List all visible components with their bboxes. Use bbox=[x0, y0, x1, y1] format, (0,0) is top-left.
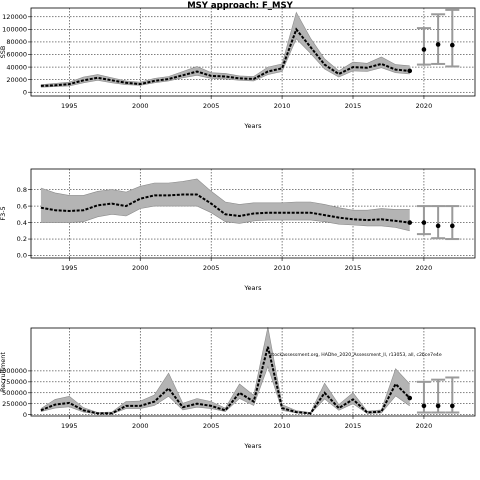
chart-2-last-estimate-point bbox=[407, 395, 413, 401]
chart-1-xtick-label-0: 1995 bbox=[61, 264, 78, 272]
chart-1-xtick-label-4: 2015 bbox=[345, 264, 362, 272]
chart-1-confidence-band bbox=[40, 178, 410, 231]
chart-0-frame bbox=[30, 7, 476, 97]
chart-0-ytick-label-3: 60000 bbox=[6, 51, 27, 59]
chart-0-ytick-label-1: 20000 bbox=[6, 76, 27, 84]
chart-2-xtick-label-0: 1995 bbox=[61, 422, 78, 430]
chart-1-xtick-label-1: 2000 bbox=[132, 264, 149, 272]
chart-1-lower-line bbox=[40, 205, 410, 232]
chart-0-ytick-label-6: 120000 bbox=[2, 13, 27, 21]
chart-0-xtick-label-5: 2020 bbox=[416, 102, 433, 110]
chart-2-annotation: stockassessment.org, HADhe_2020_Assessme… bbox=[270, 352, 442, 358]
chart-2-proj-point-2 bbox=[450, 403, 455, 409]
chart-0-last-estimate-point bbox=[407, 68, 413, 74]
chart-2-xtick-label-1: 2000 bbox=[132, 422, 149, 430]
chart-2-ytick-label-1: 250000 bbox=[2, 400, 27, 408]
ssb-panel: 1995 2000 2005 2010 2015 2020 0 20000 40000 60000… bbox=[0, 7, 476, 130]
chart-1-xtick-label-2: 2005 bbox=[203, 264, 220, 272]
figure-title: MSY approach: F_MSY bbox=[187, 1, 293, 11]
chart-0-ytick-label-0: 0 bbox=[23, 88, 27, 96]
chart-1-frame bbox=[30, 168, 476, 259]
chart-1-proj-point-1 bbox=[435, 223, 441, 229]
chart-2-proj-point-1 bbox=[435, 403, 441, 409]
chart-2-lower-line bbox=[40, 365, 410, 415]
chart-1-xtick-label-5: 2020 bbox=[416, 264, 433, 272]
chart-1-ylabel: F3-5 bbox=[0, 206, 7, 220]
recruitment-panel: 1995 2000 2005 2010 2015 2020 0 250000 500000 750… bbox=[0, 327, 476, 450]
chart-0-proj-point-2 bbox=[450, 42, 455, 48]
chart-2-proj-point-0 bbox=[421, 403, 427, 409]
chart-2-xlabel: Years bbox=[243, 442, 262, 450]
chart-0-lower-line bbox=[40, 38, 410, 88]
chart-1-ytick-label-4: 0.8 bbox=[17, 186, 27, 194]
chart-0-ytick-label-4: 80000 bbox=[6, 38, 27, 46]
chart-1-upper-line bbox=[40, 178, 410, 211]
chart-2-upper-line bbox=[40, 327, 410, 413]
chart-2-xtick-label-3: 2010 bbox=[274, 422, 291, 430]
chart-1-ytick-label-1: 0.2 bbox=[17, 235, 27, 243]
chart-0-xtick-label-1: 2000 bbox=[132, 102, 149, 110]
chart-2-xtick-label-2: 2005 bbox=[203, 422, 220, 430]
chart-2-confidence-band bbox=[40, 327, 410, 414]
chart-0-ylabel: SSB bbox=[0, 46, 7, 59]
chart-2-ylabel: Recruitment bbox=[0, 352, 7, 392]
chart-1-median-line bbox=[40, 193, 410, 224]
chart-0-ytick-label-2: 40000 bbox=[6, 63, 27, 71]
chart-1-ytick-label-2: 0.4 bbox=[17, 219, 27, 227]
fishing-mortality-panel: 1995 2000 2005 2010 2015 2020 0.0 0.2 0.4 0.6 0.8 Y… bbox=[0, 168, 476, 292]
chart-2-median-line bbox=[40, 346, 411, 415]
chart-2-xtick-label-4: 2015 bbox=[345, 422, 362, 430]
chart-2-ytick-label-4: 1000000 bbox=[0, 367, 27, 375]
chart-1-proj-point-2 bbox=[450, 223, 455, 229]
chart-0-ytick-label-5: 100000 bbox=[2, 26, 27, 34]
chart-0-proj-point-0 bbox=[421, 47, 427, 52]
chart-1-ytick-label-3: 0.6 bbox=[17, 202, 27, 210]
chart-1-xtick-label-3: 2010 bbox=[274, 264, 291, 272]
chart-0-xtick-label-3: 2010 bbox=[274, 102, 291, 110]
chart-0-xtick-label-2: 2005 bbox=[203, 102, 220, 110]
chart-0-xlabel: Years bbox=[243, 122, 262, 130]
chart-0-proj-point-1 bbox=[435, 42, 441, 47]
chart-2-ytick-label-2: 500000 bbox=[2, 389, 27, 397]
chart-2-frame bbox=[30, 327, 476, 417]
chart-0-xtick-label-0: 1995 bbox=[61, 102, 78, 110]
chart-1-last-estimate-point bbox=[407, 220, 413, 225]
chart-2-ytick-label-3: 750000 bbox=[2, 378, 27, 386]
chart-0-median-line bbox=[40, 27, 410, 87]
chart-0-confidence-band bbox=[40, 12, 410, 88]
chart-1-xlabel: Years bbox=[243, 284, 262, 292]
chart-1-proj-point-0 bbox=[421, 220, 427, 225]
chart-2-xtick-label-5: 2020 bbox=[416, 422, 433, 430]
chart-0-xtick-label-4: 2015 bbox=[345, 102, 362, 110]
chart-0-upper-line bbox=[40, 11, 410, 85]
chart-2-ytick-label-0: 0 bbox=[23, 411, 27, 419]
chart-1-ytick-label-0: 0.0 bbox=[17, 252, 27, 260]
